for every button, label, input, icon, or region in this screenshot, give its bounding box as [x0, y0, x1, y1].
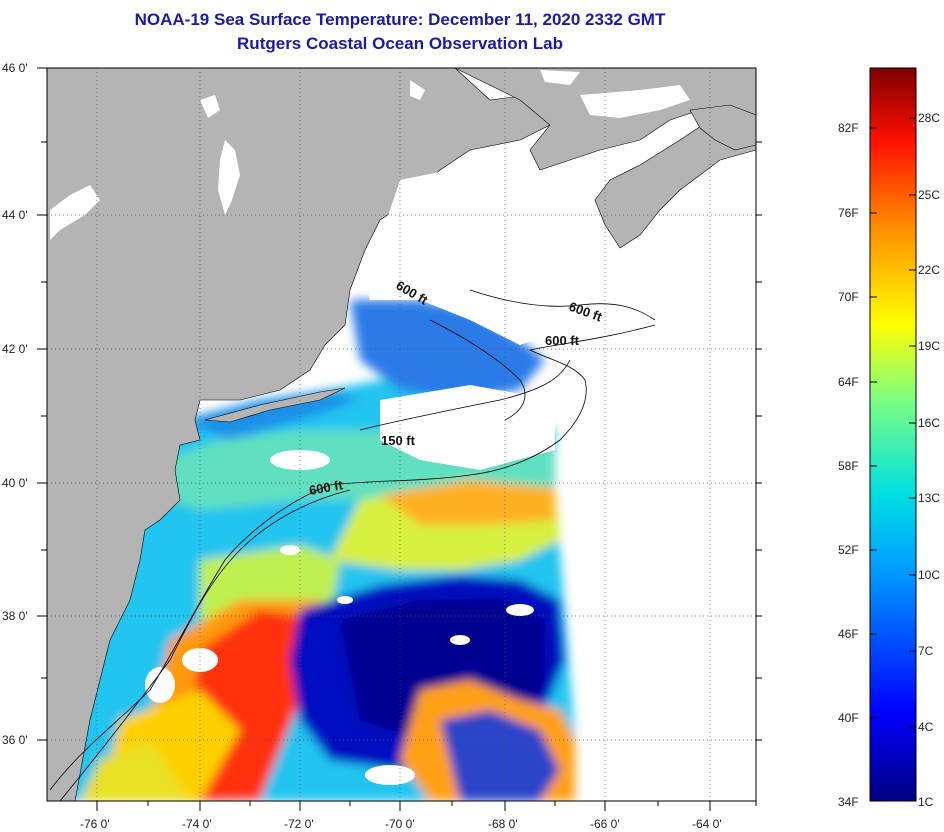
map-frame — [46, 67, 757, 802]
frame-ticks — [37, 67, 762, 811]
lon-label: -70 0' — [385, 817, 415, 831]
lat-label: 46 0' — [2, 61, 28, 75]
colorbar-c-label: 7C — [918, 644, 934, 658]
colorbar-f-label: 58F — [838, 459, 859, 473]
lon-label: -64 0' — [692, 817, 722, 831]
sst-swath — [47, 300, 575, 801]
contour-label: 600 ft — [545, 333, 580, 348]
colorbar-c-label: 25C — [918, 188, 940, 202]
colorbar-c-label: 10C — [918, 568, 940, 582]
colorbar-f-label: 46F — [838, 627, 859, 641]
colorbar-c-label: 16C — [918, 416, 940, 430]
colorbar-f-label: 40F — [838, 711, 859, 725]
colorbar-f-label: 76F — [838, 206, 859, 220]
colorbar-c-label: 13C — [918, 491, 940, 505]
colorbar-f-label: 70F — [838, 290, 859, 304]
lon-label: -74 0' — [182, 817, 212, 831]
lat-label: 36 0' — [2, 733, 28, 747]
lon-label: -72 0' — [284, 817, 314, 831]
colorbar-c-label: 1C — [918, 795, 934, 809]
colorbar-f-label: 52F — [838, 543, 859, 557]
color-scale-bar — [869, 67, 917, 802]
bathymetry-contours — [49, 289, 656, 801]
colorbar-f-label: 82F — [838, 121, 859, 135]
lat-label: 38 0' — [2, 609, 28, 623]
lat-label: 40 0' — [2, 476, 28, 490]
lon-label: -76 0' — [80, 817, 110, 831]
colorbar-f-label: 34F — [838, 795, 859, 809]
colorbar-c-label: 4C — [918, 720, 934, 734]
contour-label: 600 ft — [308, 477, 345, 498]
cloud-cover — [145, 250, 580, 785]
lon-label: -68 0' — [488, 817, 518, 831]
map-title: NOAA-19 Sea Surface Temperature: Decembe… — [134, 10, 666, 29]
lat-label: 42 0' — [2, 342, 28, 356]
lon-label: -66 0' — [590, 817, 620, 831]
contour-label: 150 ft — [381, 433, 416, 448]
colorbar-c-label: 22C — [918, 263, 940, 277]
colorbar-c-label: 28C — [918, 111, 940, 125]
land-mass — [47, 68, 756, 801]
lat-label: 44 0' — [2, 208, 28, 222]
colorbar-f-label: 64F — [838, 375, 859, 389]
colorbar-c-label: 19C — [918, 339, 940, 353]
map-subtitle: Rutgers Coastal Ocean Observation Lab — [237, 34, 563, 53]
